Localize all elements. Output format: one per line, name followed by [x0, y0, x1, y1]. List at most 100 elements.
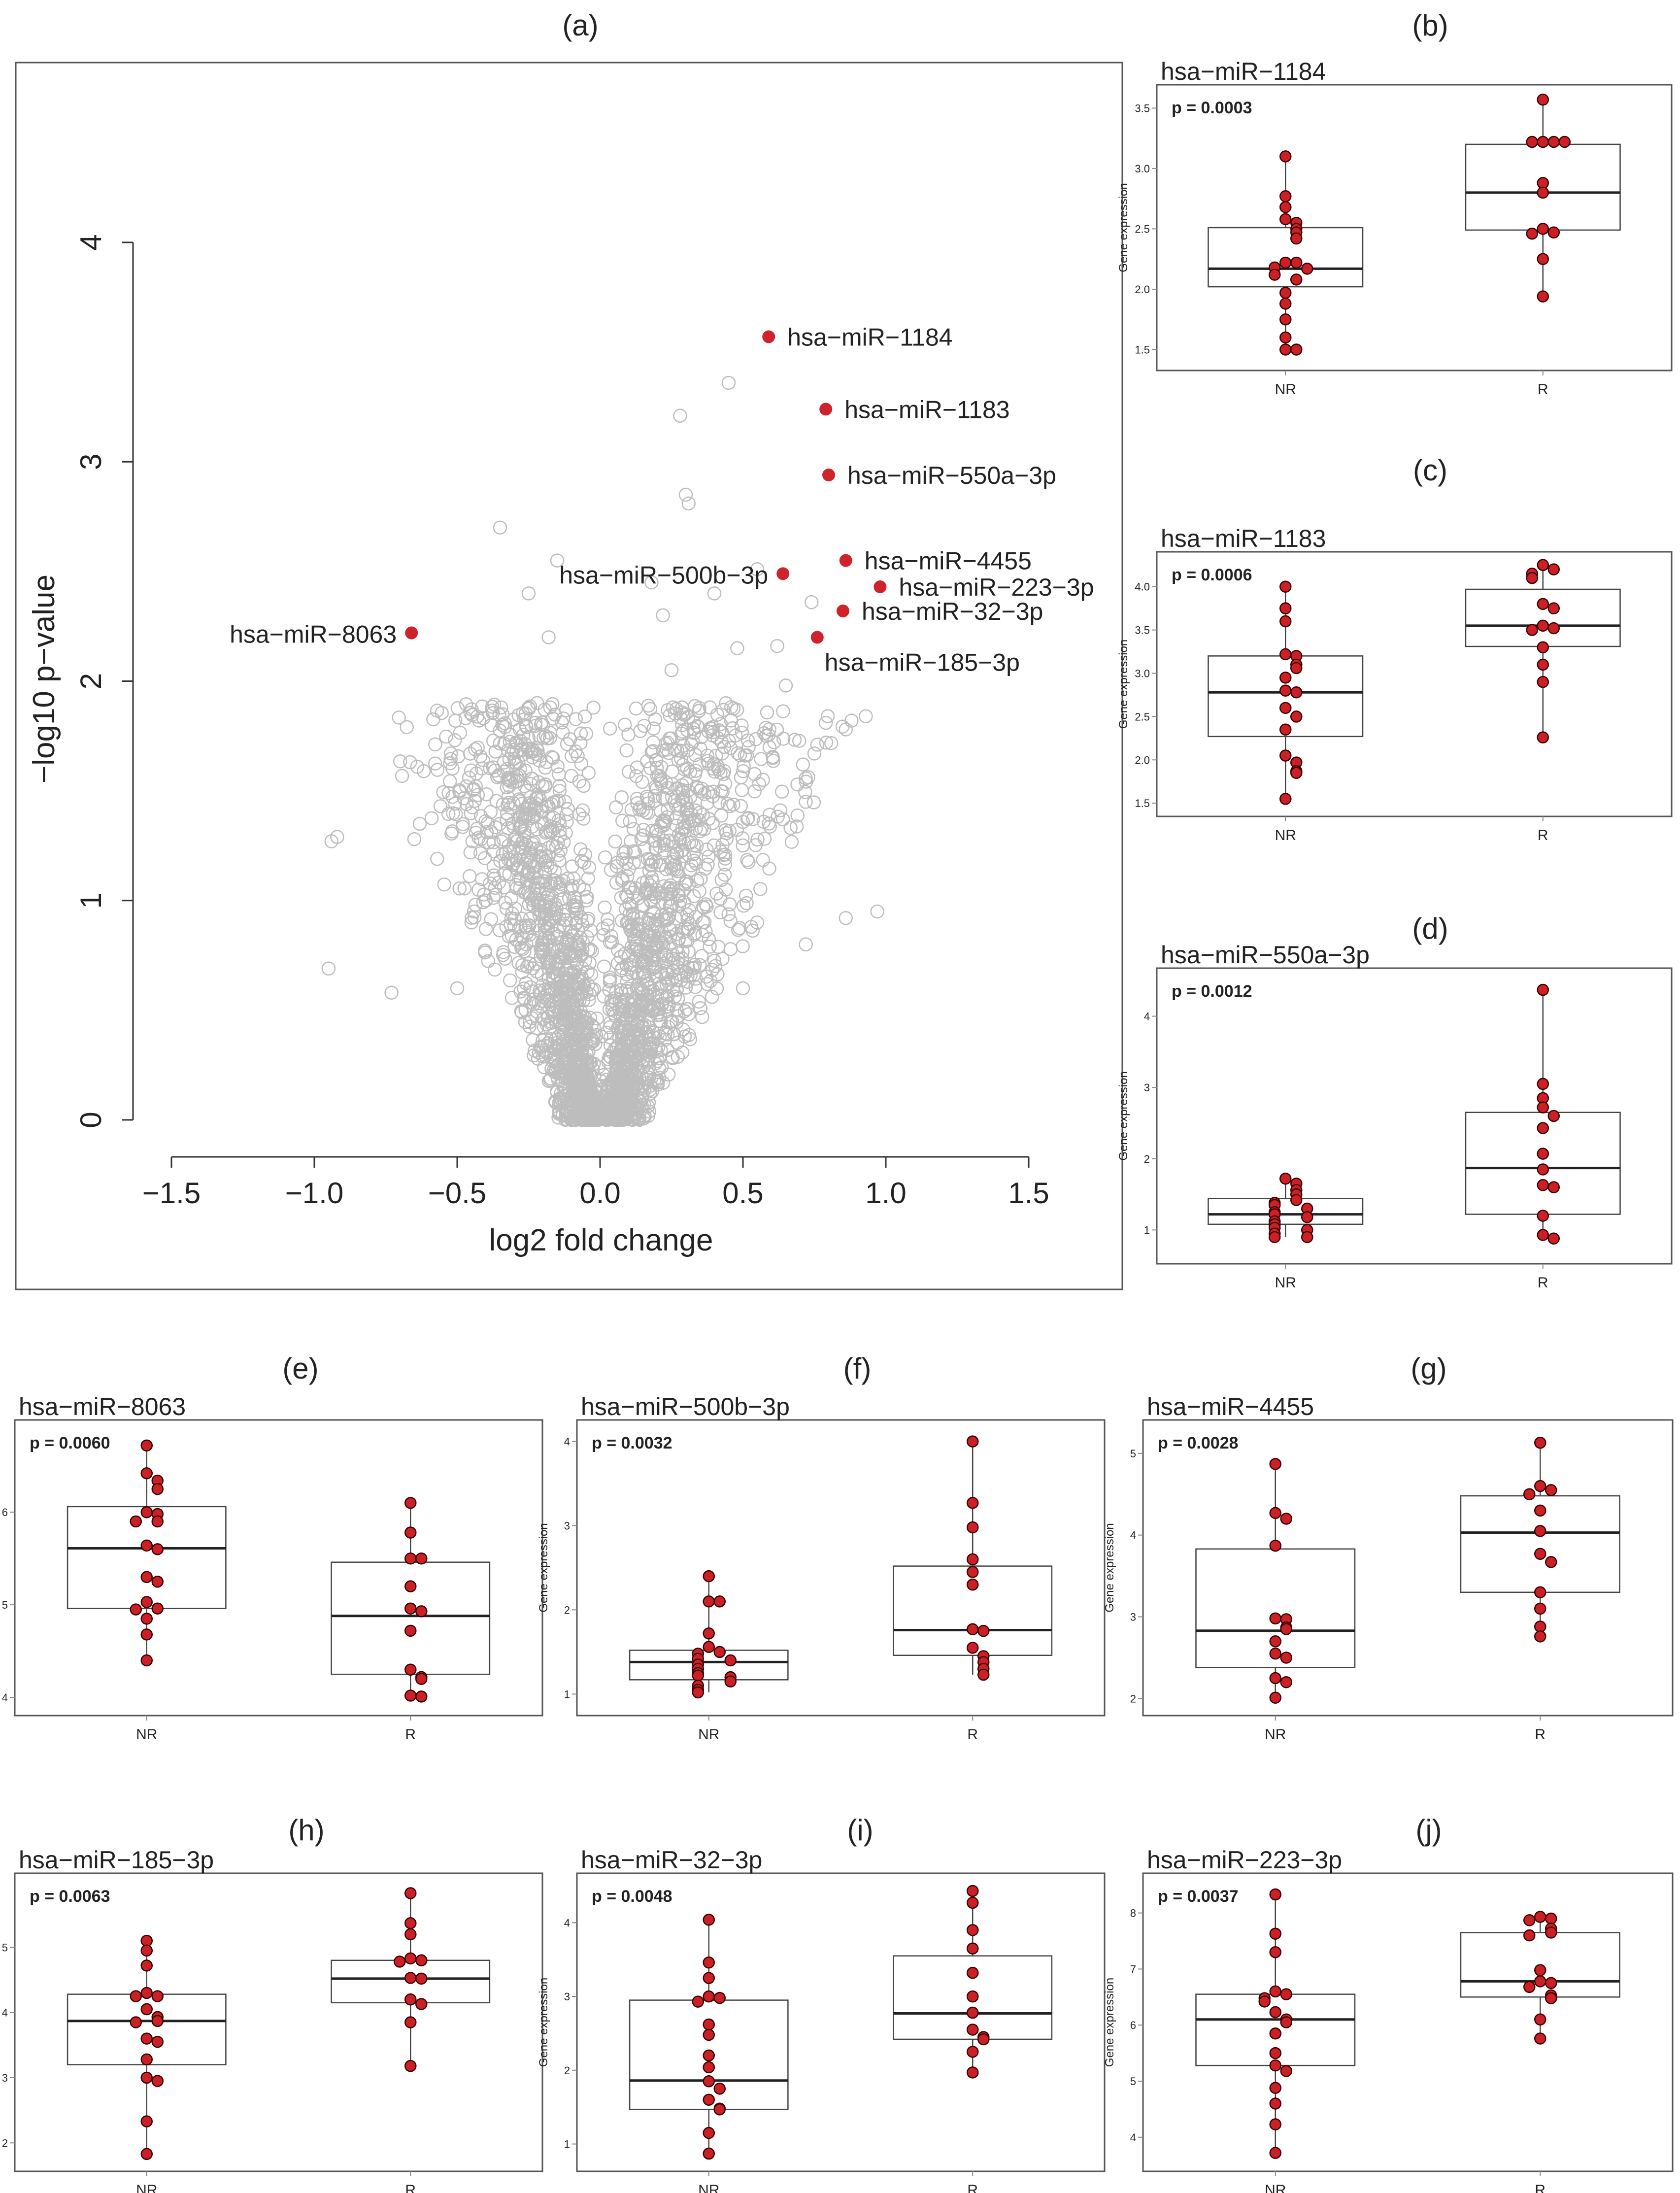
data-point — [130, 2016, 142, 2028]
x-tick-label: 1.5 — [1008, 1177, 1049, 1210]
data-point — [140, 1613, 153, 1625]
y-tick-label: 3 — [1130, 1611, 1136, 1623]
background-point — [692, 757, 707, 772]
point-label: hsa−miR−8063 — [230, 621, 397, 648]
background-point — [579, 893, 594, 908]
data-point — [404, 1602, 417, 1615]
data-point — [404, 1497, 417, 1509]
data-point — [1547, 135, 1560, 148]
background-point — [726, 701, 741, 716]
background-point — [522, 956, 537, 971]
background-point — [556, 1046, 571, 1060]
background-point — [599, 1025, 614, 1040]
background-point — [680, 1002, 694, 1016]
background-point — [446, 806, 460, 820]
background-point — [477, 851, 492, 865]
panel-label: (i) — [847, 1814, 873, 1847]
background-point — [573, 736, 588, 750]
background-point — [623, 880, 638, 895]
data-point — [404, 1526, 417, 1539]
background-point — [507, 940, 522, 954]
background-point — [487, 868, 501, 882]
background-point — [522, 918, 537, 933]
background-point — [684, 807, 699, 822]
background-point — [626, 908, 640, 922]
data-point — [977, 1668, 990, 1681]
background-point — [660, 838, 674, 852]
background-point — [639, 874, 654, 888]
background-point — [654, 923, 669, 938]
background-point — [522, 1019, 537, 1034]
background-point — [572, 879, 586, 893]
panel-title: hsa−miR−185−3p — [19, 1846, 214, 1874]
y-tick-label: 6 — [2, 1506, 8, 1518]
background-point — [552, 911, 567, 926]
background-point — [644, 857, 659, 872]
background-point — [671, 888, 685, 902]
background-point — [756, 773, 770, 787]
background-point — [479, 787, 494, 802]
volcano-frame — [15, 62, 1123, 1290]
y-axis-label: −log10 p−value — [27, 574, 61, 783]
data-point — [967, 1435, 979, 1448]
background-point — [584, 1091, 599, 1105]
background-point — [531, 893, 545, 908]
background-point — [695, 1010, 709, 1024]
background-point — [678, 487, 693, 502]
background-point — [631, 1015, 646, 1030]
data-point — [1269, 1927, 1281, 1940]
data-point — [1537, 983, 1549, 996]
background-point — [519, 718, 533, 733]
background-point — [542, 1021, 557, 1035]
background-point — [560, 815, 574, 829]
background-point — [509, 881, 524, 896]
background-point — [524, 846, 538, 860]
background-point — [739, 888, 753, 903]
background-point — [672, 899, 687, 913]
category-label: NR — [1265, 2182, 1286, 2193]
background-point — [541, 841, 556, 855]
data-point — [1269, 1946, 1281, 1958]
data-point — [724, 1654, 737, 1667]
background-point — [532, 1046, 546, 1060]
background-point — [790, 808, 805, 823]
background-point — [741, 810, 755, 825]
background-point — [568, 1107, 582, 1122]
background-point — [523, 891, 538, 905]
data-point — [967, 1497, 979, 1509]
background-point — [542, 943, 557, 957]
y-tick-label: 4 — [2, 2007, 8, 2019]
background-point — [617, 717, 632, 732]
data-point — [151, 1483, 164, 1495]
background-point — [614, 913, 629, 928]
background-point — [733, 748, 747, 763]
box-panel-f: (f) hsa−miR−500b−3p p = 0.0032 Gene express… — [537, 1352, 1106, 1743]
data-point — [151, 1543, 164, 1555]
background-point — [700, 796, 715, 810]
data-point — [404, 1972, 417, 1984]
data-point — [140, 2053, 153, 2066]
background-point — [792, 734, 806, 748]
y-tick-label: 1 — [1144, 1224, 1150, 1236]
background-point — [678, 707, 693, 721]
background-point — [643, 1040, 658, 1054]
background-point — [650, 769, 665, 783]
data-point — [1537, 675, 1549, 688]
panel-label: (d) — [1412, 912, 1448, 945]
background-point — [656, 608, 670, 623]
background-point — [493, 816, 507, 831]
data-point — [967, 1924, 979, 1936]
background-point — [553, 1013, 568, 1028]
background-point — [718, 882, 733, 897]
background-point — [513, 919, 528, 934]
background-point — [634, 911, 648, 926]
background-point — [410, 759, 425, 774]
background-point — [717, 868, 732, 882]
background-point — [573, 726, 588, 741]
data-point — [1279, 256, 1292, 269]
background-point — [548, 708, 562, 722]
category-label: R — [1538, 1275, 1548, 1291]
data-point — [703, 1990, 715, 2003]
background-point — [437, 877, 452, 892]
background-point — [559, 1001, 573, 1015]
